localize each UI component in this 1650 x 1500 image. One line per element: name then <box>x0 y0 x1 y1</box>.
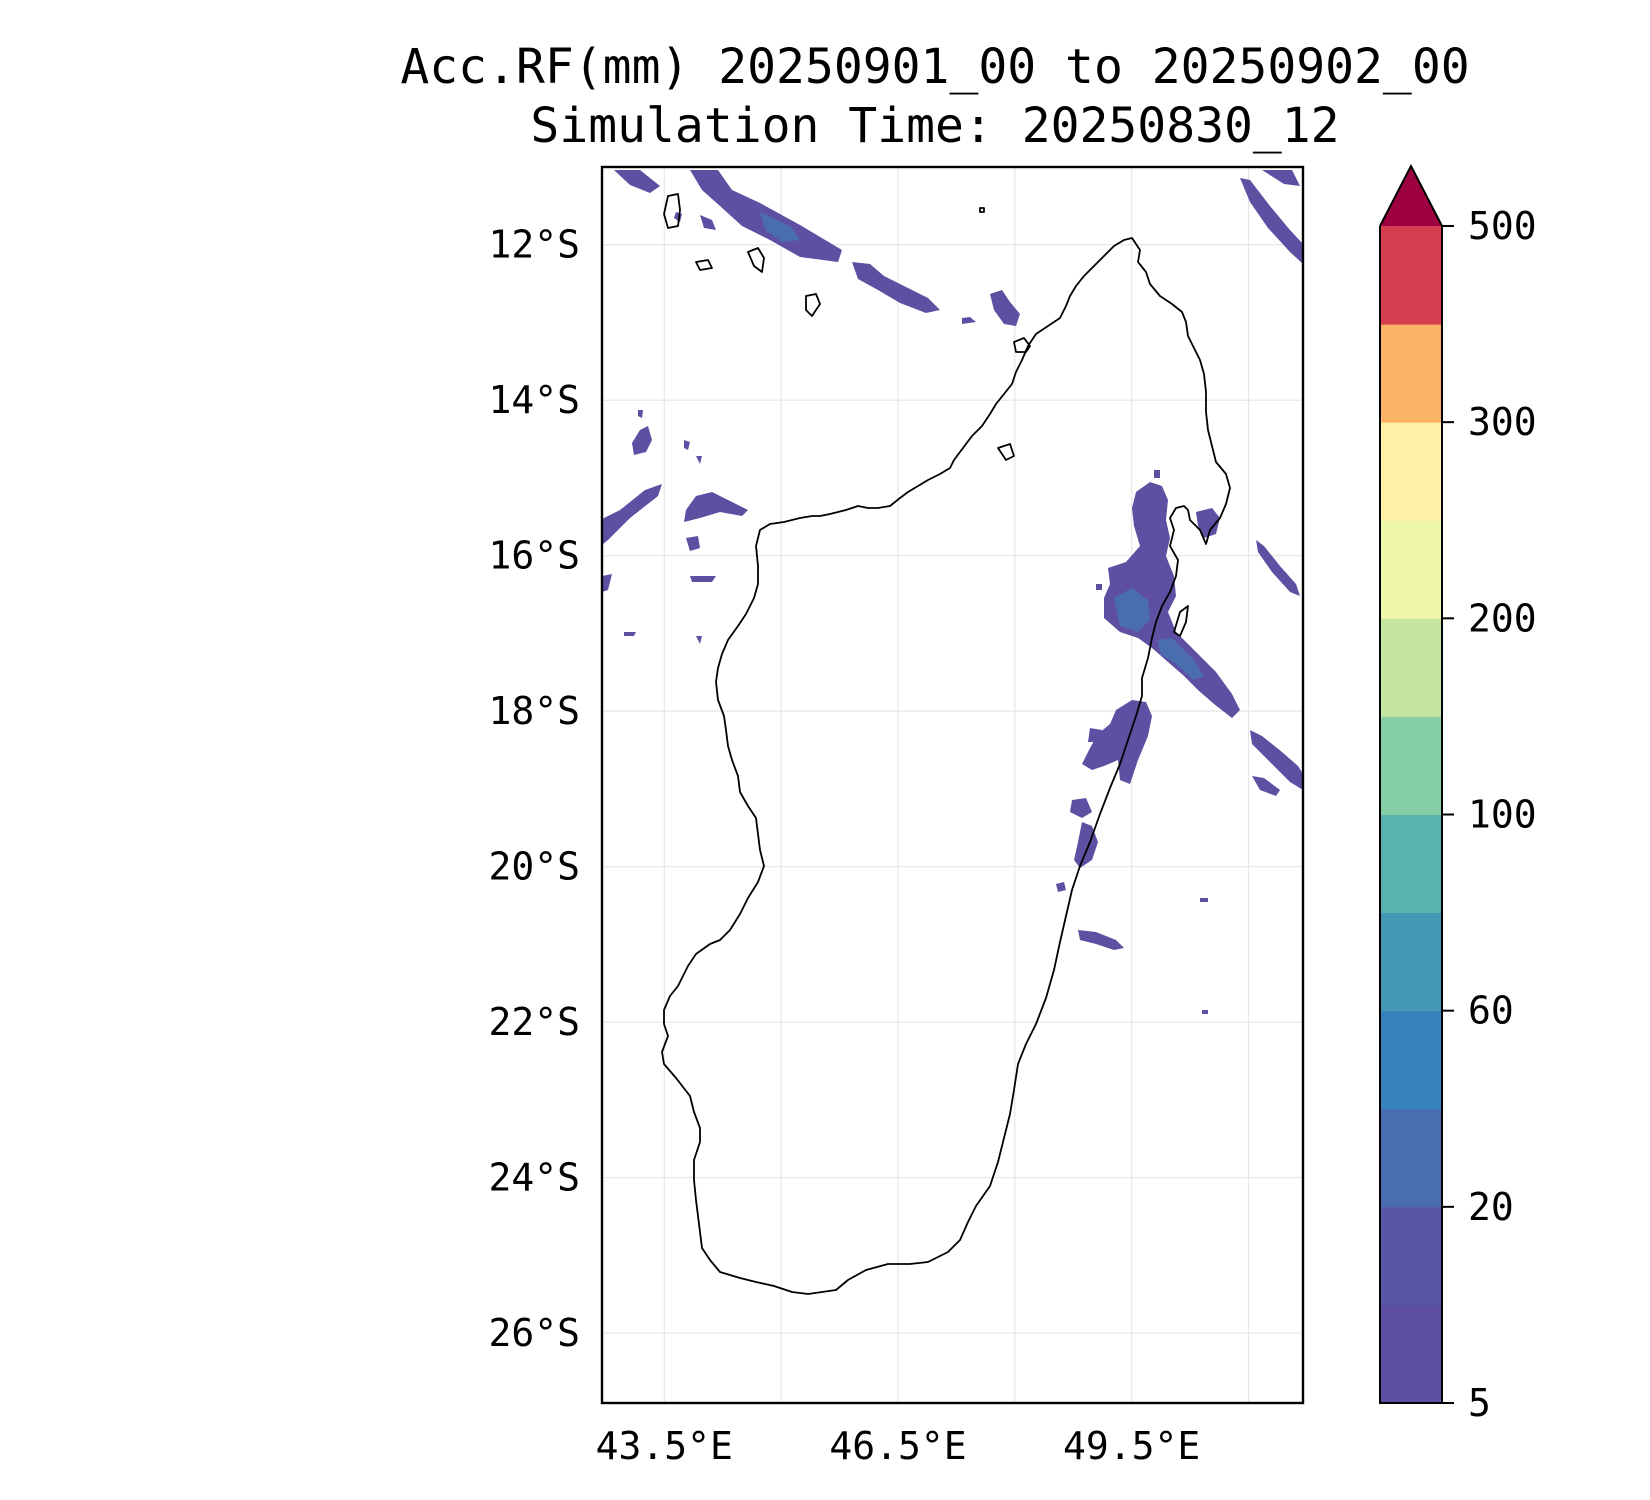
rain-cell <box>638 410 643 418</box>
island-coastline <box>1173 605 1189 637</box>
comoros-island <box>747 247 765 273</box>
rain-cell <box>686 536 700 551</box>
rain-cell <box>1154 470 1160 478</box>
colorbar-segment <box>1380 716 1442 815</box>
island-coastline <box>1013 337 1031 353</box>
rain-cell <box>1104 482 1240 718</box>
colorbar-segment <box>1380 1206 1442 1306</box>
rain-cell <box>1252 776 1280 796</box>
rain-cell <box>1074 822 1098 868</box>
rain-cell <box>1088 728 1102 742</box>
rain-cell <box>1070 798 1092 818</box>
lon-tick-label: 49.5°E <box>1063 1424 1200 1468</box>
colorbar-tick-label: 60 <box>1468 989 1514 1033</box>
colorbar-tick-label: 20 <box>1468 1185 1514 1229</box>
colorbar-tick-label: 100 <box>1468 793 1537 837</box>
rain-cell <box>1262 170 1300 186</box>
gridlines <box>602 167 1303 1403</box>
rain-cell <box>1114 588 1150 632</box>
rain-cell <box>614 170 660 193</box>
colorbar-segment <box>1380 520 1442 619</box>
island-coastline <box>997 443 1015 461</box>
lat-tick-label: 18°S <box>488 689 580 733</box>
chart-title: Acc.RF(mm) 20250901_00 to 20250902_00 <box>400 39 1469 95</box>
colorbar-tick-label: 300 <box>1468 400 1537 444</box>
rain-cell <box>1256 540 1300 596</box>
rain-cell <box>1250 730 1303 790</box>
comoros-island <box>663 193 681 229</box>
chart-subtitle: Simulation Time: 20250830_12 <box>530 98 1339 154</box>
map-panel: 12°S 14°S 16°S 18°S 20°S 22°S 24°S 26°S 43.5°E 46… <box>488 165 1305 1468</box>
rain-cell <box>1240 178 1303 264</box>
colorbar-arrow-outline <box>1379 163 1443 227</box>
colorbar-segment <box>1380 1108 1442 1208</box>
colorbar-segment <box>1380 814 1442 914</box>
rain-cell <box>1200 898 1208 902</box>
rain-cell <box>684 492 748 522</box>
colorbar-tick-label: 200 <box>1468 596 1537 640</box>
lon-tick-label: 46.5°E <box>829 1424 966 1468</box>
rain-cell <box>632 426 652 455</box>
rain-cell <box>1096 584 1102 590</box>
lon-tick-label: 43.5°E <box>596 1424 733 1468</box>
colorbar-segment <box>1380 1010 1442 1110</box>
rain-cell <box>1056 882 1066 892</box>
lat-tick-label: 22°S <box>488 1000 580 1044</box>
colorbar-tick-label: 5 <box>1468 1381 1491 1425</box>
rain-cell <box>602 484 662 545</box>
colorbar-segment <box>1380 912 1442 1012</box>
rain-cell <box>602 574 612 592</box>
rain-cell <box>684 440 690 450</box>
map-frame <box>600 165 1305 1405</box>
comoros-island <box>695 259 713 271</box>
rain-cell <box>760 212 800 242</box>
rain-cell <box>690 576 716 582</box>
lat-tick-label: 26°S <box>488 1311 580 1355</box>
rain-cell <box>1202 1010 1208 1014</box>
colorbar: 5 20 60 100 200 300 500 <box>1379 163 1537 1425</box>
rain-cell <box>852 262 940 313</box>
lat-tick-label: 12°S <box>488 223 580 267</box>
colorbar-segment <box>1380 324 1442 423</box>
colorbar-segment <box>1380 618 1442 717</box>
colorbar-segment <box>1380 226 1442 325</box>
madagascar-coastline <box>661 237 1231 1295</box>
axis-ticks: 12°S 14°S 16°S 18°S 20°S 22°S 24°S 26°S 43.5°E 46… <box>488 223 1200 1468</box>
rain-cell <box>1196 508 1220 538</box>
lat-tick-label: 16°S <box>488 534 580 578</box>
colorbar-segment <box>1380 1304 1442 1404</box>
rain-cell <box>696 456 702 464</box>
comoros-island <box>805 293 821 317</box>
rain-cell <box>700 215 716 230</box>
rain-cell <box>962 317 976 324</box>
colorbar-tick-label: 500 <box>1468 204 1537 248</box>
island-coastline <box>979 207 985 213</box>
map-background <box>602 167 1303 1403</box>
lat-tick-label: 24°S <box>488 1156 580 1200</box>
rain-cell <box>990 290 1020 326</box>
rain-cell <box>1078 930 1124 950</box>
lat-tick-label: 14°S <box>488 378 580 422</box>
lat-tick-label: 20°S <box>488 845 580 889</box>
rain-cell <box>696 636 702 644</box>
rain-cell <box>624 632 636 636</box>
rain-cell <box>1158 638 1204 680</box>
colorbar-segment <box>1380 422 1442 521</box>
colorbar-extend-arrow <box>1380 166 1442 226</box>
